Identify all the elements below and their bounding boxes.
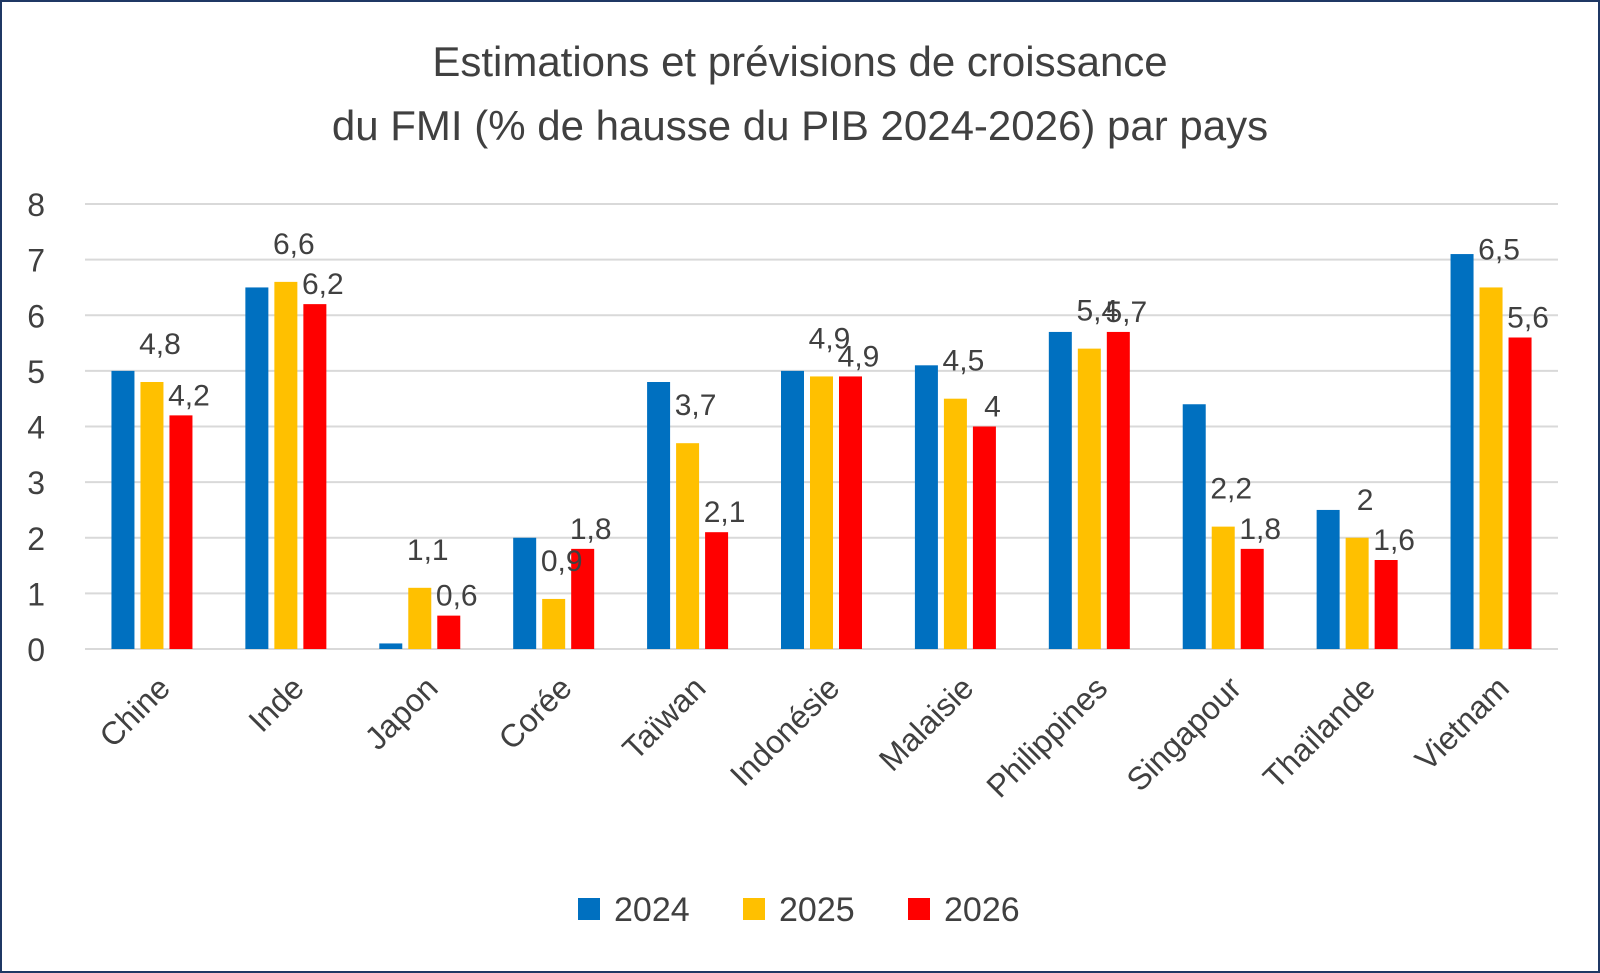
y-tick-label: 6 — [27, 298, 45, 334]
data-label-2026: 5,6 — [1507, 302, 1549, 335]
bar-2024 — [914, 365, 938, 649]
data-label-2025: 5,4 — [1076, 295, 1118, 328]
data-label-2025: 1,1 — [407, 534, 449, 567]
bar-2026 — [303, 304, 327, 649]
data-label-2026: 6,2 — [302, 268, 344, 301]
data-label-2026: 0,6 — [436, 580, 478, 613]
data-label-2026: 4 — [984, 391, 1001, 424]
x-tick-label: Singapour — [1120, 669, 1249, 798]
data-label-2026: 5,7 — [1105, 296, 1147, 329]
data-label-2026: 2,1 — [704, 496, 746, 529]
bar-2024 — [111, 370, 135, 649]
x-tick-label: Inde — [241, 669, 310, 738]
bar-2025 — [1211, 526, 1235, 649]
bar-2026 — [705, 532, 729, 649]
bar-2025 — [810, 376, 833, 649]
data-label-2026: 1,8 — [570, 513, 612, 546]
data-label-2025: 2 — [1357, 484, 1374, 517]
data-label-2025: 6,6 — [273, 228, 315, 261]
data-label-2026: 1,8 — [1239, 513, 1281, 546]
x-tick-label: Philippines — [979, 669, 1114, 804]
bar-2025 — [274, 281, 298, 649]
y-tick-label: 0 — [27, 632, 45, 668]
x-tick-label: Chine — [92, 669, 177, 754]
bar-2024 — [1316, 509, 1340, 649]
y-tick-label: 4 — [27, 410, 45, 446]
bar-2024 — [379, 643, 403, 649]
bar-2026 — [571, 548, 595, 649]
data-label-2025: 4,9 — [809, 322, 851, 355]
y-tick-label: 5 — [27, 354, 45, 390]
x-tick-label: Corée — [492, 669, 579, 756]
data-label-2025: 4,5 — [943, 345, 985, 378]
y-tick-label: 8 — [27, 187, 45, 223]
y-tick-label: 2 — [27, 521, 45, 557]
bar-2026 — [1240, 548, 1264, 649]
legend-label: 2026 — [944, 891, 1020, 929]
bar-2024 — [1182, 404, 1206, 649]
bar-2025 — [943, 398, 967, 649]
bar-2026 — [1508, 337, 1532, 649]
data-label-2025: 0,9 — [541, 545, 583, 578]
legend-swatch-2024 — [578, 898, 600, 920]
bar-2024 — [1450, 254, 1474, 649]
bar-2026 — [972, 426, 996, 649]
bar-2024 — [513, 537, 537, 649]
legend-swatch-2025 — [743, 898, 765, 920]
y-tick-label: 1 — [27, 576, 45, 612]
bar-2024 — [647, 382, 671, 649]
bar-2026 — [1374, 560, 1398, 649]
bar-2025 — [1345, 537, 1369, 649]
legend-label: 2024 — [614, 891, 690, 929]
data-label-2026: 4,9 — [838, 340, 880, 373]
bar-2025 — [408, 587, 432, 649]
bar-2025 — [1077, 348, 1101, 649]
bar-2025 — [1479, 287, 1503, 649]
bar-2024 — [245, 287, 269, 649]
data-label-2026: 1,6 — [1373, 524, 1415, 557]
data-label-2025: 4,8 — [139, 328, 181, 361]
legend-swatch-2026 — [908, 898, 930, 920]
bar-2025 — [676, 443, 700, 649]
x-tick-label: Thaïlande — [1256, 669, 1382, 795]
data-label-2026: 4,2 — [168, 379, 210, 412]
bar-2026 — [839, 376, 862, 649]
chart-title-line-1: Estimations et prévisions de croissance — [432, 38, 1167, 85]
data-label-2025: 3,7 — [675, 389, 717, 422]
bar-2025 — [542, 598, 566, 649]
data-label-2025: 2,2 — [1210, 473, 1252, 506]
bar-2026 — [437, 615, 461, 649]
data-label-2025: 6,5 — [1478, 233, 1520, 266]
chart-title-line-2: du FMI (% de hausse du PIB 2024-2026) pa… — [332, 102, 1268, 149]
x-tick-label: Taïwan — [615, 669, 712, 766]
legend-label: 2025 — [779, 891, 855, 929]
x-tick-label: Malaisie — [872, 669, 980, 777]
bar-2024 — [781, 370, 804, 649]
x-tick-label: Indonésie — [723, 669, 847, 793]
y-tick-label: 3 — [27, 465, 45, 501]
x-tick-label: Japon — [358, 669, 445, 756]
x-tick-label: Vietnam — [1408, 669, 1516, 777]
bar-2026 — [1106, 331, 1130, 649]
bar-2025 — [140, 382, 164, 649]
y-tick-label: 7 — [27, 243, 45, 279]
bar-2026 — [169, 415, 193, 649]
bar-2024 — [1048, 331, 1072, 649]
